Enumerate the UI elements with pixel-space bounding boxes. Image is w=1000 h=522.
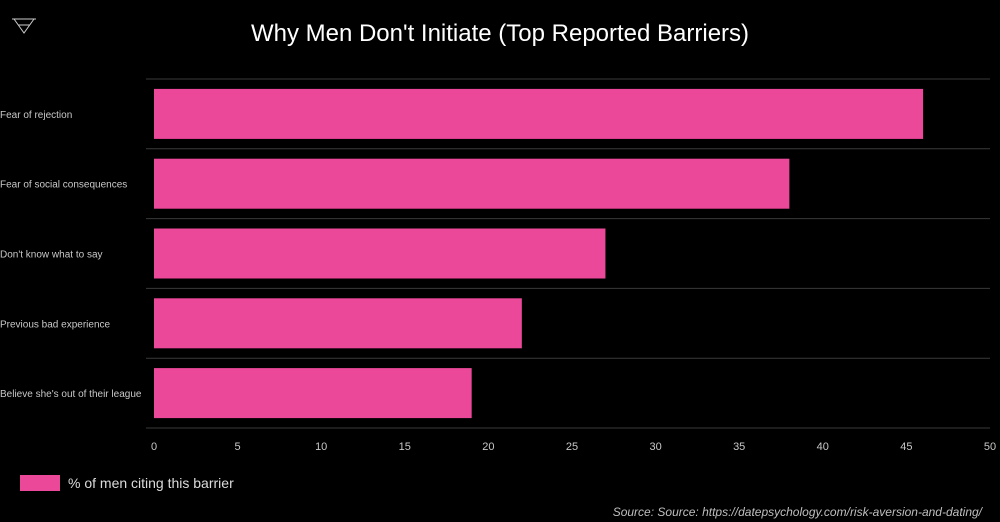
triangle-down-icon [12, 18, 36, 34]
category-label: Don't know what to say [0, 250, 103, 261]
x-tick-label: 5 [235, 441, 241, 453]
legend-swatch [20, 475, 60, 491]
category-label: Believe she's out of their league [0, 389, 142, 400]
bar [154, 298, 522, 349]
category-label: Fear of rejection [0, 110, 72, 121]
source-note: Source: Source: https://datepsychology.c… [612, 505, 982, 519]
legend: % of men citing this barrier [20, 475, 234, 491]
bar [154, 368, 472, 419]
legend-label: % of men citing this barrier [68, 475, 234, 491]
bar [154, 228, 606, 279]
category-label: Previous bad experience [0, 319, 111, 330]
x-tick-label: 40 [817, 441, 829, 453]
x-tick-label: 15 [399, 441, 411, 453]
x-tick-label: 0 [151, 441, 157, 453]
x-tick-label: 45 [900, 441, 912, 453]
x-tick-label: 25 [566, 441, 578, 453]
chart-title: Why Men Don't Initiate (Top Reported Bar… [250, 20, 750, 47]
bar [154, 88, 924, 139]
x-tick-label: 30 [649, 441, 661, 453]
logo [10, 14, 38, 41]
x-tick-label: 50 [984, 441, 996, 453]
x-tick-label: 10 [315, 441, 327, 453]
bar [154, 158, 790, 209]
x-tick-label: 35 [733, 441, 745, 453]
x-tick-label: 20 [482, 441, 494, 453]
category-label: Fear of social consequences [0, 180, 127, 191]
